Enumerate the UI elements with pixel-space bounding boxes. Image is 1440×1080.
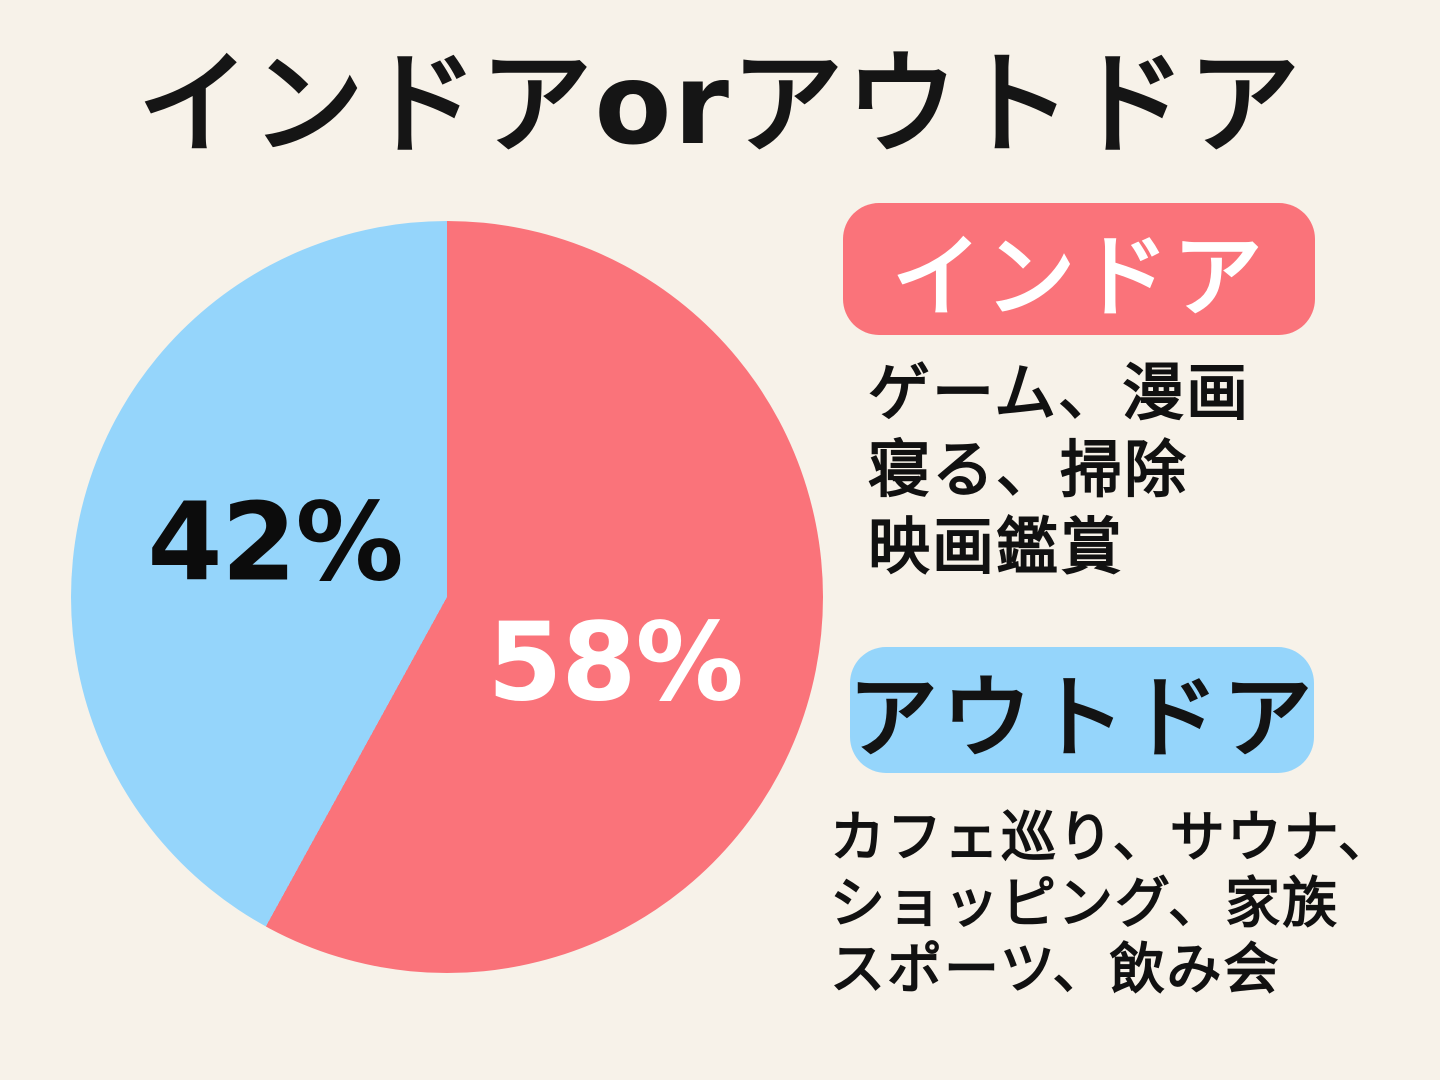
indoor-activity-line: 映画鑑賞 [868,510,1125,583]
legend-badge-outdoor-label: アウトドア [848,666,1316,771]
outdoor-activity-line: カフェ巡り、サウナ、 [830,805,1396,869]
indoor-activity-line: 寝る、掃除 [868,433,1189,506]
page-title: インドアorアウトドア [137,40,1303,170]
indoor-activity-line: ゲーム、漫画 [868,356,1251,429]
pie-chart: 58% 42% [71,221,823,973]
legend-badge-indoor: インドア [843,203,1315,335]
outdoor-activity-line: ショッピング、家族 [830,871,1340,935]
legend-badge-indoor-label: インドア [891,225,1267,330]
outdoor-activity-line: スポーツ、飲み会 [830,937,1281,1001]
pie-slice-label-indoor: 58% [487,600,743,726]
outdoor-activity-list: カフェ巡り、サウナ、 ショッピング、家族 スポーツ、飲み会 [830,804,1395,1002]
indoor-activity-list: ゲーム、漫画 寝る、掃除 映画鑑賞 [868,354,1250,585]
pie-slice-label-outdoor: 42% [147,480,403,606]
legend-badge-outdoor: アウトドア [848,647,1316,773]
